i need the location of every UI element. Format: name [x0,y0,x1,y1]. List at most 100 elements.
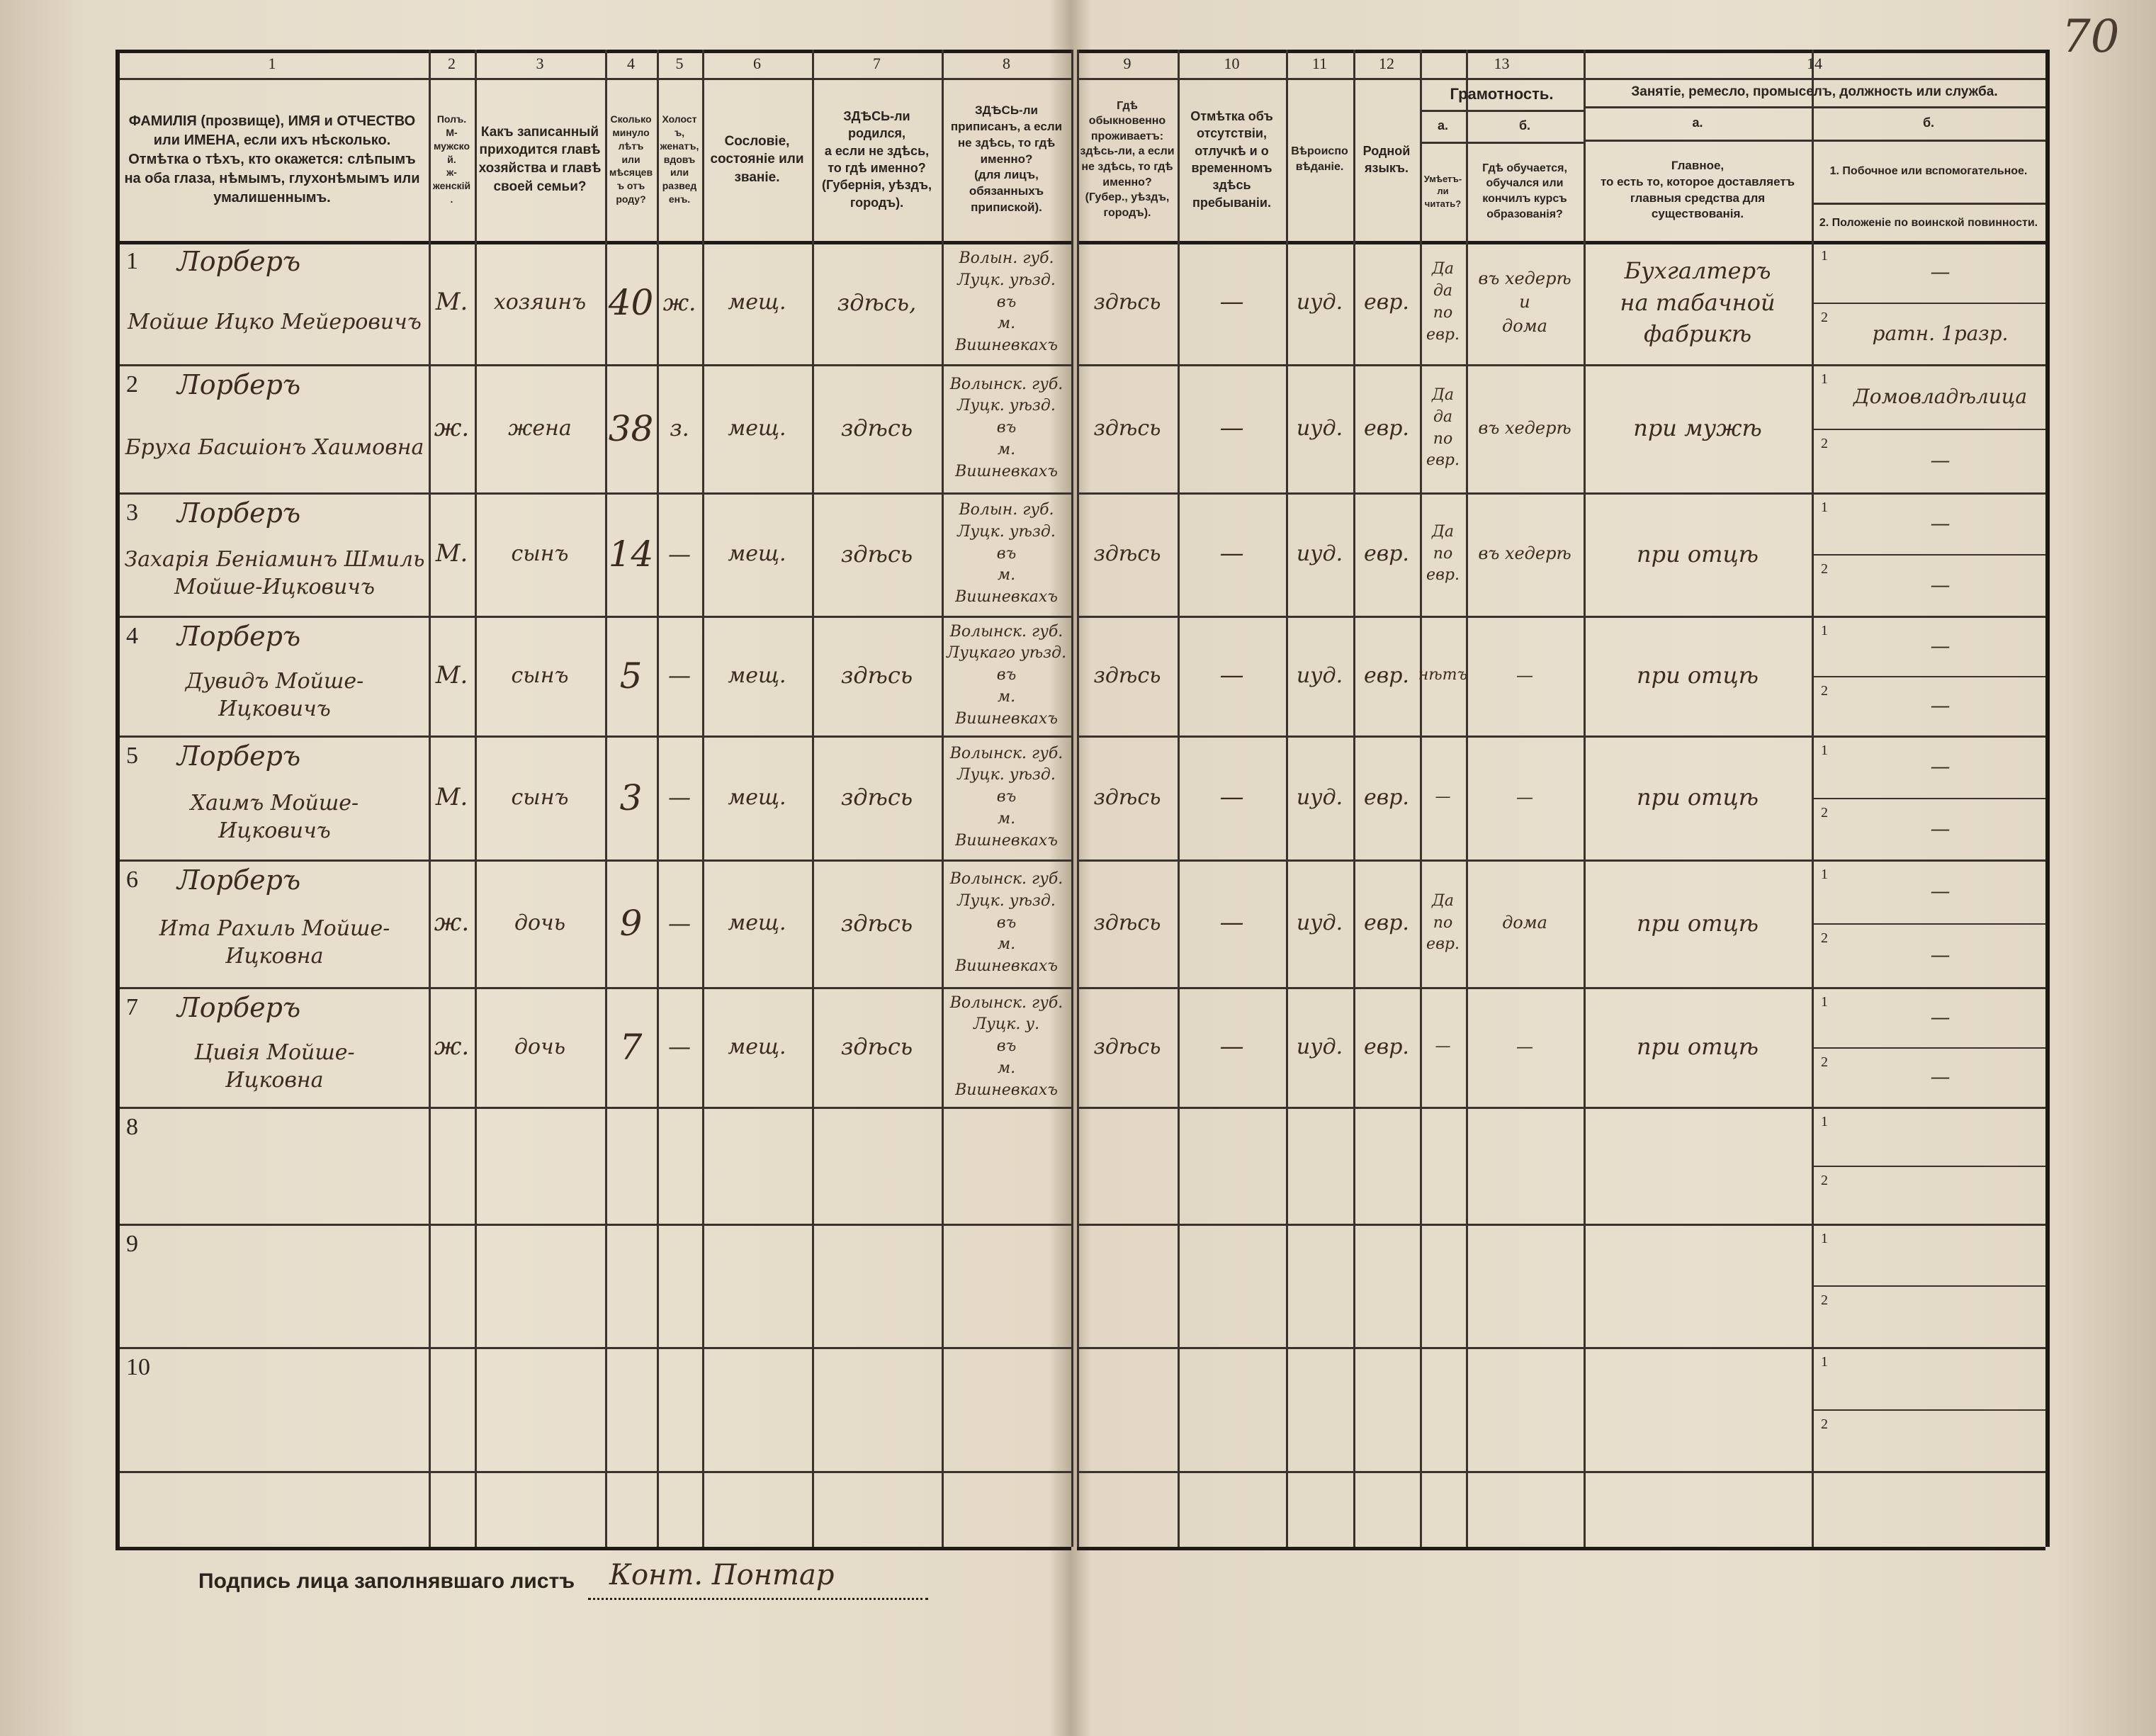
surname: Лорберъ [177,246,301,278]
cell-estate: мещ. [728,663,786,688]
cell-occupation: при отцѣ [1636,909,1759,937]
column-header-col10: Отмѣтка объ отсутствіи, отлучкѣ и о врем… [1190,109,1273,210]
column-number: 10 [1224,55,1240,73]
subrow-number-1: 1 [1821,994,1828,1010]
column-divider [1466,50,1468,1547]
page-number: 70 [2062,11,2120,63]
row-number: 6 [126,867,138,893]
cell-sex: М. [435,539,468,568]
cell-resides: здѣсь [1093,663,1161,688]
table-top-border [1077,50,2045,53]
rule [1584,106,2045,108]
cell-registered: Волынск. губ. Луцкаго уѣзд. въ м. Вишнев… [946,622,1067,728]
full-name: Мойше Ицко Мейеровичъ [128,309,422,334]
column-header-col3: Какъ записанный приходится главѣ хозяйст… [478,124,602,194]
cell-educated: въ хедерѣ [1478,417,1571,438]
cell-educated: — [1516,787,1533,807]
row-divider [1077,1347,2045,1349]
subrow-number-2: 2 [1821,805,1828,821]
cell-language: евр. [1364,784,1409,810]
cell-language: евр. [1364,1034,1409,1059]
cell-relation: жена [508,415,572,441]
subrow-divider [1812,303,2045,304]
cell-literate: — [1435,788,1451,806]
cell-resides: здѣсь [1093,415,1161,441]
cell-age: 9 [619,903,643,944]
surname: Лорберъ [177,621,301,653]
cell-religion: иуд. [1296,784,1343,810]
column-header-col2: Полъ. М-мужской. ж-женскій. [432,113,471,205]
occupation-b-mark: б. [1922,115,1935,130]
subrow-number-2: 2 [1821,683,1828,699]
row-divider [115,987,1071,989]
cell-estate: мещ. [728,415,786,441]
column-divider [657,50,659,1547]
full-name: Ита Рахиль Мойше- Ицковна [159,916,390,969]
subrow-number-2: 2 [1821,930,1828,946]
cell-estate: мещ. [728,784,786,810]
subrow-divider [1812,429,2045,430]
cell-relation: сынъ [511,784,569,810]
cell-age: 40 [608,282,654,323]
subrow-divider [1812,923,2045,925]
full-name: Хаимъ Мойше- Ицковичъ [190,790,359,843]
column-number: 7 [873,55,881,73]
subrow-number-2: 2 [1821,310,1828,325]
row-number: 10 [126,1354,150,1380]
cell-military-status: — [1930,694,1951,718]
subrow-number-1: 1 [1821,500,1828,515]
subrow-number-1: 1 [1821,743,1828,758]
signature-line [588,1598,928,1600]
cell-resides: здѣсь [1093,541,1161,566]
column-number: 4 [627,55,635,73]
cell-occupation: при отцѣ [1636,540,1759,568]
rule [1812,203,2045,205]
cell-language: евр. [1364,663,1409,688]
column-number: 2 [448,55,456,73]
cell-absence: — [1219,660,1244,689]
cell-registered: Волынск. губ. Луцк. у. въ м. Вишневкахъ [949,993,1063,1099]
cell-age: 14 [608,534,654,575]
cell-absence: — [1219,908,1244,937]
cell-born: здѣсь [840,1033,913,1061]
cell-registered: Волын. губ. Луцк. уѣзд. въ м. Вишневкахъ [955,249,1058,355]
cell-marital: — [668,1033,691,1061]
row-number: 8 [126,1114,138,1140]
cell-language: евр. [1364,541,1409,566]
cell-sex: М. [435,782,468,811]
cell-marital: — [668,909,691,937]
header-bottom-border [115,241,1071,244]
cell-sex: ж. [434,908,470,937]
secondary-occupation-header: 1. Побочное или вспомогательное. [1829,164,2028,177]
cell-secondary-occupation: Домовладѣлица [1853,384,2028,408]
literacy-title: Грамотность. [1450,84,1554,103]
row-number: 5 [126,743,138,769]
cell-relation: дочь [514,911,566,935]
cell-born: здѣсь [840,909,913,937]
subrow-number-2: 2 [1821,1173,1828,1188]
cell-literate: Да да по евр. [1426,385,1460,470]
row-divider [115,859,1071,862]
column-divider [1584,50,1586,1547]
header-number-rule [115,78,1071,80]
column-number: 5 [675,55,684,73]
column-divider [702,50,704,1547]
cell-born: здѣсь, [837,288,917,316]
column-number: 3 [536,55,544,73]
surname: Лорберъ [177,864,301,896]
surname: Лорберъ [177,740,301,772]
row-number: 7 [126,994,138,1020]
cell-religion: иуд. [1296,541,1343,566]
row-divider [115,735,1071,738]
column-header-col4: Сколько минуло лѣтъ или мѣсяцевъ отъ род… [609,113,653,205]
cell-literate: нѣтъ [1418,666,1468,684]
cell-religion: иуд. [1296,911,1343,935]
cell-language: евр. [1364,415,1409,441]
column-divider [429,50,431,1547]
cell-resides: здѣсь [1093,290,1161,315]
cell-literate: Да по евр. [1426,522,1460,585]
table-bottom-border [115,1547,1071,1550]
cell-born: здѣсь [840,784,913,811]
row-divider [115,1347,1071,1349]
table-bottom-border [1077,1547,2045,1550]
